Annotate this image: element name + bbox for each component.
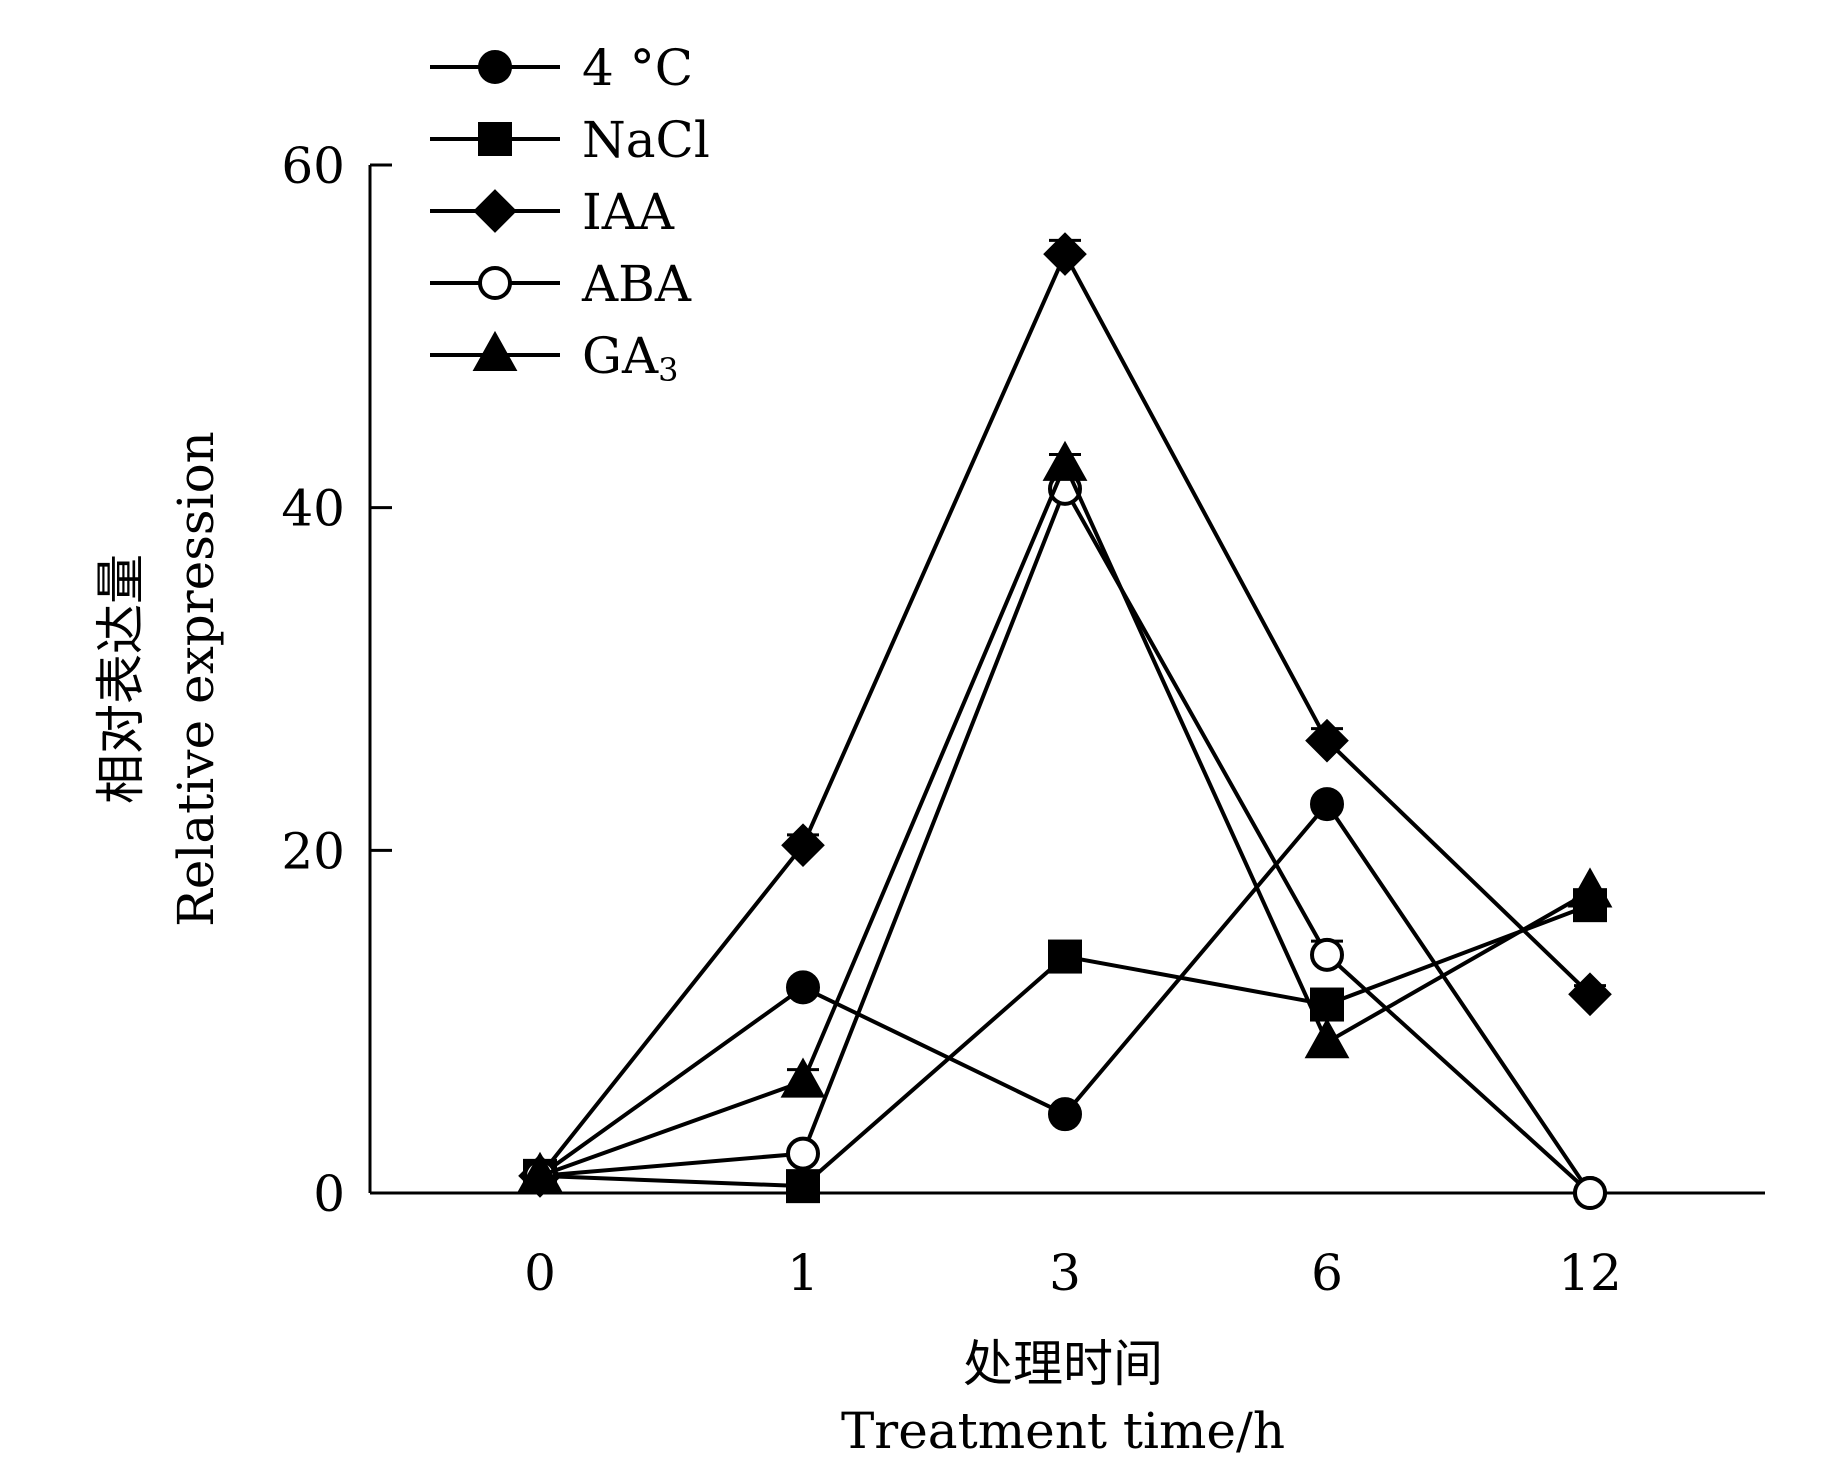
legend-label: 4 °C [582, 39, 693, 97]
legend-label-main: IAA [582, 183, 675, 241]
series-ga3 [517, 440, 1613, 1192]
data-point [1048, 1097, 1082, 1132]
legend-marker [473, 189, 517, 233]
legend-item: 4 °C [430, 39, 693, 97]
data-point [1310, 787, 1344, 822]
x-ticks: 0 1 3 6 12 [524, 1244, 1622, 1302]
x-axis-title-cn: 处理时间 [963, 1335, 1163, 1393]
y-tick-label: 60 [281, 137, 345, 195]
legend-label: GA3 [582, 327, 678, 389]
series-line [538, 249, 1592, 1178]
x-tick-label: 3 [1049, 1244, 1081, 1302]
legend-marker [478, 122, 512, 156]
data-point [781, 823, 825, 868]
legend-label: NaCl [582, 111, 710, 169]
data-point [1048, 939, 1082, 974]
legend-marker [472, 330, 518, 371]
legend-label-subscript: 3 [658, 351, 678, 389]
series-line [538, 800, 1592, 1195]
data-point [1305, 718, 1349, 763]
legend-label-main: GA [582, 327, 659, 385]
legend-label-main: NaCl [582, 111, 710, 169]
axes [368, 165, 1765, 1195]
legend-label-main: ABA [581, 255, 692, 313]
legend-item: GA3 [430, 327, 678, 389]
x-tick-label: 6 [1311, 1244, 1343, 1302]
data-point [1042, 440, 1088, 481]
series-4-c [523, 787, 1607, 1210]
x-tick-label: 12 [1558, 1244, 1622, 1302]
y-axis-title: Relative expression [167, 431, 225, 927]
data-point [1568, 972, 1612, 1017]
legend-label: ABA [581, 255, 692, 313]
data-point [1304, 1018, 1350, 1059]
series-layer [517, 232, 1613, 1210]
y-axis-title-cn: 相对表达量 [92, 554, 150, 804]
y-tick-label: 40 [281, 480, 345, 538]
series-line [539, 459, 1591, 1178]
data-point [517, 1151, 563, 1192]
data-point [786, 1136, 820, 1171]
data-point [780, 1057, 826, 1098]
y-ticks: 0 20 40 60 [281, 137, 392, 1223]
legend-item: ABA [430, 255, 692, 313]
legend-label: IAA [582, 183, 675, 241]
legend-marker [478, 266, 512, 300]
legend: 4 °C NaCl IAA ABA GA3 [430, 39, 710, 389]
data-point [1567, 867, 1613, 908]
data-point [786, 970, 820, 1005]
x-tick-label: 1 [787, 1244, 819, 1302]
series-nacl [523, 888, 1607, 1204]
data-point [1043, 232, 1087, 276]
legend-item: NaCl [430, 111, 710, 169]
y-tick-label: 20 [281, 822, 345, 880]
legend-label-main: 4 °C [582, 39, 693, 97]
data-point [1573, 1176, 1607, 1210]
legend-item: IAA [430, 183, 675, 241]
legend-marker [478, 50, 512, 84]
data-point [1310, 937, 1344, 972]
x-tick-label: 0 [524, 1244, 556, 1302]
x-axis-title: Treatment time/h [841, 1402, 1285, 1460]
data-point [786, 1169, 820, 1204]
series-iaa [518, 232, 1612, 1198]
y-tick-label: 0 [313, 1165, 345, 1223]
